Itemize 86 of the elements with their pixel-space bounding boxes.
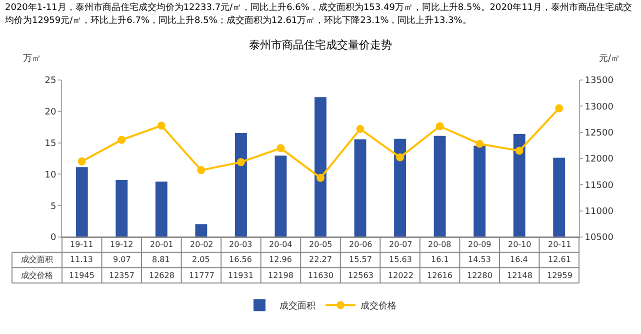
x-tick-label: 20-08 xyxy=(428,240,452,249)
data-label: 11931 xyxy=(228,271,254,280)
point xyxy=(436,122,444,130)
x-tick-label: 20-05 xyxy=(309,240,332,249)
x-tick-label: 20-04 xyxy=(269,240,292,249)
bar xyxy=(434,136,446,237)
data-label: 9.07 xyxy=(113,255,131,264)
bar xyxy=(553,158,566,237)
y-tick-label: 5 xyxy=(50,202,56,212)
point xyxy=(157,122,166,130)
point xyxy=(118,136,126,144)
data-label: 12.61 xyxy=(548,255,571,264)
y2-tick-label: 13500 xyxy=(584,76,614,86)
data-label: 16.4 xyxy=(510,255,528,264)
bar xyxy=(76,167,88,237)
x-tick-label: 20-07 xyxy=(389,240,412,249)
point xyxy=(197,166,206,174)
legend-label: 成交面积 xyxy=(280,300,316,312)
x-tick-label: 20-03 xyxy=(229,240,252,249)
y-tick-label: 0 xyxy=(50,233,56,244)
data-label: 12280 xyxy=(467,271,492,280)
y-tick-label: 20 xyxy=(44,108,56,118)
bar xyxy=(474,146,486,237)
x-tick-label: 20-09 xyxy=(468,240,492,249)
chart-subtitle: 2020年1-11月，泰州市商品住宅成交均价为12233.7元/㎡，同比上升6.6%，成交面积为153.49万㎡，同比上升8.5%。2020年11月，泰州市商品住宅成交均价为12959元/㎡，环比上升6.7%，同比上升8.5%；成交面积为12.61万㎡，环比下降23.1%，同比上升13.3%。 xyxy=(4,2,634,28)
x-tick-label: 20-01 xyxy=(150,240,174,249)
bar xyxy=(155,182,168,237)
point xyxy=(276,144,285,152)
point xyxy=(515,146,524,155)
x-tick-label: 20-06 xyxy=(349,240,372,249)
data-label: 8.81 xyxy=(152,255,170,264)
bar xyxy=(274,156,287,237)
x-tick-label: 19-11 xyxy=(70,240,94,249)
y2-tick-label: 12000 xyxy=(584,154,614,165)
bar xyxy=(235,133,247,237)
point xyxy=(476,140,484,148)
data-label: 15.57 xyxy=(349,255,372,264)
y2-tick-label: 13000 xyxy=(584,102,614,112)
bar xyxy=(354,139,366,237)
y-tick-label: 10 xyxy=(44,170,56,180)
point xyxy=(396,153,404,162)
data-label: 11.13 xyxy=(70,255,93,264)
bar xyxy=(195,224,208,237)
data-label: 12357 xyxy=(109,271,134,280)
y-tick-label: 25 xyxy=(44,76,56,86)
point xyxy=(316,174,324,182)
y2-tick-label: 11000 xyxy=(584,206,614,217)
y2-axis-title: 元/㎡ xyxy=(599,53,620,64)
chart-title: 泰州市商品住宅成交量价走势 xyxy=(249,38,392,52)
data-label: 12959 xyxy=(547,271,572,280)
data-label: 14.53 xyxy=(468,255,491,264)
point xyxy=(78,157,86,166)
bar xyxy=(116,180,128,237)
bar xyxy=(394,138,406,237)
y2-tick-label: 10500 xyxy=(584,233,614,244)
data-label: 12.96 xyxy=(269,255,292,264)
x-tick-label: 20-10 xyxy=(508,240,532,249)
x-tick-label: 20-02 xyxy=(190,240,214,249)
text: 成交面积 xyxy=(21,255,53,264)
data-label: 12198 xyxy=(268,271,294,280)
data-label: 12616 xyxy=(427,271,452,280)
data-label: 12563 xyxy=(348,271,374,280)
y2-tick-label: 12500 xyxy=(584,128,614,138)
bar xyxy=(314,97,326,237)
data-label: 11777 xyxy=(189,271,214,280)
y-axis-title: 万㎡ xyxy=(23,54,41,64)
data-label: 12628 xyxy=(149,271,174,280)
text: 成交价格 xyxy=(21,271,53,280)
data-label: 15.63 xyxy=(389,255,412,264)
data-label: 12022 xyxy=(388,271,414,280)
point xyxy=(236,158,245,166)
point xyxy=(555,104,564,112)
data-label: 16.1 xyxy=(431,255,449,264)
x-tick-label: 20-11 xyxy=(548,240,572,249)
data-label: 16.56 xyxy=(229,255,252,264)
data-label: 22.27 xyxy=(309,255,332,264)
x-tick-label: 19-12 xyxy=(110,240,134,249)
data-label: 12148 xyxy=(507,271,532,280)
y-tick-label: 15 xyxy=(44,138,56,149)
data-label: 11630 xyxy=(308,271,334,280)
data-label: 11945 xyxy=(69,271,94,280)
legend-label: 成交价格 xyxy=(360,300,396,312)
point xyxy=(356,125,364,134)
data-label: 2.05 xyxy=(192,255,210,264)
y2-tick-label: 11500 xyxy=(584,180,614,191)
bar xyxy=(513,134,526,237)
